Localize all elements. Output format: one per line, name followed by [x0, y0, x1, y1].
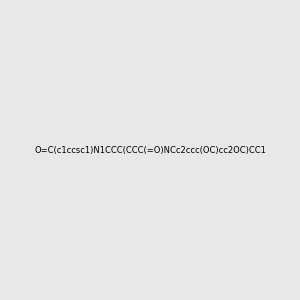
Text: O=C(c1ccsc1)N1CCC(CCC(=O)NCc2ccc(OC)cc2OC)CC1: O=C(c1ccsc1)N1CCC(CCC(=O)NCc2ccc(OC)cc2O…: [34, 146, 266, 154]
